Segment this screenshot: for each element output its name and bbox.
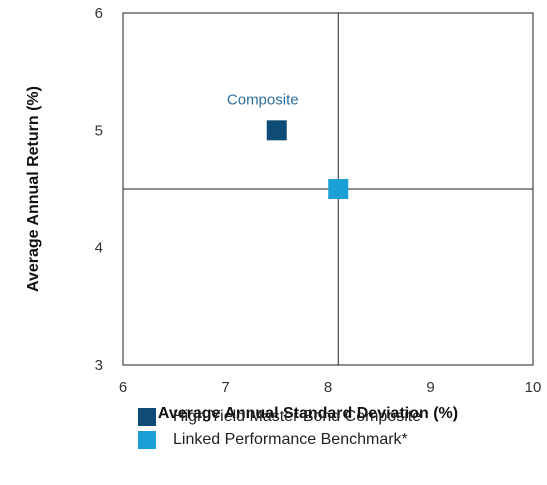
y-tick-labels: 3 4 5 6 <box>95 5 103 374</box>
x-tick-label: 10 <box>525 379 542 396</box>
legend-label-benchmark: Linked Performance Benchmark* <box>173 430 408 448</box>
composite-point <box>266 120 287 141</box>
y-tick-label: 4 <box>95 240 103 257</box>
legend-item-benchmark: Linked Performance Benchmark* <box>138 428 421 451</box>
benchmark-point <box>328 179 349 199</box>
x-tick-label: 6 <box>119 379 127 396</box>
legend-item-composite: High Yield Master Bond Composite <box>138 405 421 428</box>
x-tick-label: 9 <box>426 379 434 396</box>
legend-swatch-composite <box>138 407 156 426</box>
data-points <box>266 120 349 199</box>
legend-label-composite: High Yield Master Bond Composite <box>173 407 422 425</box>
annotations: Composite <box>227 91 299 108</box>
x-tick-label: 7 <box>221 379 229 396</box>
annotation-label: Composite <box>227 91 299 108</box>
x-tick-labels: 6 7 8 9 10 <box>119 379 542 396</box>
y-tick-label: 5 <box>95 122 103 139</box>
y-axis-title: Average Annual Return (%) <box>25 86 42 292</box>
legend-swatch-benchmark <box>138 430 156 449</box>
y-tick-label: 6 <box>95 5 103 22</box>
x-axis-title: Average Annual Standard Deviation (%) <box>158 405 458 422</box>
x-tick-label: 8 <box>324 379 332 396</box>
y-tick-label: 3 <box>95 357 103 374</box>
legend: High Yield Master Bond Composite Linked … <box>138 405 421 451</box>
